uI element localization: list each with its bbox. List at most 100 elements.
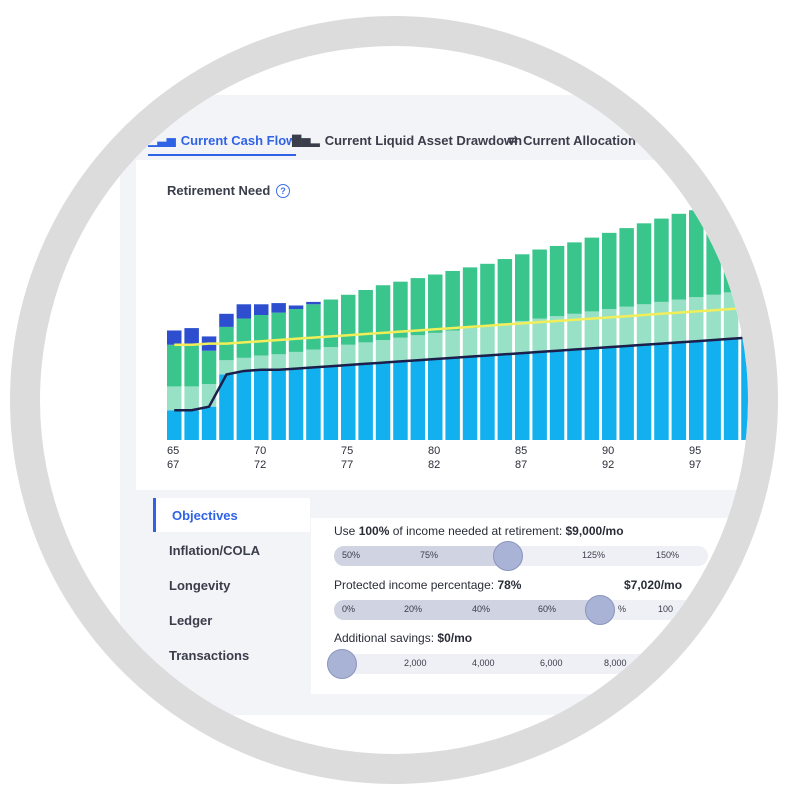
bar-segment: [184, 328, 199, 345]
slider-tick: 40%: [472, 604, 491, 614]
bar-segment: [410, 360, 426, 440]
bar-segment: [567, 313, 582, 350]
tab-current-allocation[interactable]: ⇄ Current Allocation: [508, 126, 636, 154]
cash-flow-chart: 65 67 70 72 75 77 80 82 85 87 90 92 95 97: [167, 197, 748, 471]
bar-segment: [462, 328, 478, 357]
bar-segment: [741, 197, 748, 290]
bar-segment: [549, 316, 565, 351]
nav-longevity[interactable]: Longevity: [153, 568, 310, 602]
bar-segment: [689, 341, 704, 440]
bar-segment: [375, 340, 391, 363]
slider-tick: 100: [658, 604, 674, 614]
x-tick-label: 80: [428, 445, 440, 457]
bar-segment: [375, 362, 391, 440]
bar-segment: [236, 357, 252, 371]
protected-income-slider[interactable]: 0% 20% 40% 60% % 100: [334, 600, 708, 620]
bar-segment: [480, 263, 495, 326]
bar-segment: [288, 309, 304, 352]
bar-segment: [619, 345, 634, 440]
bar-segment: [167, 386, 182, 411]
slider-tick: 8,000: [604, 658, 627, 668]
bar-segment: [288, 305, 304, 310]
slider-tick: 0%: [342, 604, 356, 614]
income-needed-slider-thumb[interactable]: [493, 541, 523, 571]
nav-label: Ledger: [169, 612, 213, 628]
bar-segment: [254, 369, 269, 440]
nav-label: Objectives: [172, 507, 238, 523]
tab-current-liquid-asset-drawdown[interactable]: ▇▅▂ Current Liquid Asset Drawdown: [292, 126, 522, 154]
bar-segment: [428, 274, 443, 333]
bar-segment: [515, 254, 530, 321]
bar-segment: [306, 367, 321, 440]
x-tick-label: 75: [341, 445, 353, 457]
app-screen: ▁▃▅ Current Cash Flow ▇▅▂ Current Liquid…: [40, 46, 748, 754]
bar-segment: [515, 320, 530, 354]
nav-ledger[interactable]: Ledger: [153, 603, 310, 637]
x-tick-label: 97: [689, 459, 701, 471]
additional-savings-slider[interactable]: 2,000 4,000 6,000 8,000: [334, 654, 708, 674]
bar-segment: [393, 281, 408, 338]
slider-tick: 20%: [404, 604, 423, 614]
bar-segment: [410, 335, 426, 361]
tab-label: Current Cash Flow: [180, 132, 297, 148]
slider-tick: 125%: [582, 550, 606, 560]
bar-segment: [654, 301, 669, 344]
bar-segment: [306, 301, 321, 305]
bar-segment: [410, 278, 426, 336]
bar-segment: [428, 359, 443, 440]
help-icon[interactable]: ?: [276, 184, 290, 198]
chart-title: Retirement Need: [167, 183, 271, 198]
slider-tick: %: [618, 604, 627, 614]
bar-segment: [549, 245, 565, 317]
bar-segment: [306, 349, 321, 368]
nav-inflation-cola[interactable]: Inflation/COLA: [153, 533, 310, 567]
bar-segment: [341, 294, 356, 345]
slider-tick: 50%: [342, 550, 361, 560]
drawdown-chart-icon: ▇▅▂: [292, 133, 320, 147]
slider-tick: 4,000: [472, 658, 495, 668]
x-tick-label: 72: [254, 459, 266, 471]
x-tick-label: 70: [254, 445, 266, 457]
bar-segment: [654, 343, 669, 440]
nav-label: Longevity: [169, 577, 231, 593]
bar-segment: [584, 237, 600, 312]
bar-segment: [706, 294, 721, 340]
bar-segment: [480, 325, 495, 356]
bar-segment: [497, 354, 513, 440]
slider-fill: [334, 600, 600, 620]
bar-segment: [271, 303, 286, 313]
tab-current-cash-flow[interactable]: ▁▃▅ Current Cash Flow: [148, 126, 297, 156]
nav-transactions[interactable]: Transactions: [153, 638, 310, 672]
additional-savings-slider-thumb[interactable]: [327, 649, 357, 679]
bar-segment: [393, 361, 408, 440]
bar-segment: [462, 267, 478, 329]
bar-segment: [358, 363, 373, 440]
bar-segment: [375, 285, 391, 340]
bar-segment: [532, 351, 547, 440]
bar-segment: [236, 370, 252, 440]
nav-objectives[interactable]: Objectives: [153, 498, 310, 532]
bar-segment: [271, 312, 286, 355]
bar-segment: [445, 270, 460, 331]
bar-chart-icon: ▁▃▅: [148, 133, 176, 147]
protected-income-label: Protected income percentage: 78%: [334, 578, 522, 592]
bar-segment: [689, 297, 704, 342]
bar-segment: [323, 347, 339, 367]
bar-segment: [236, 304, 252, 319]
bar-segment: [341, 365, 356, 440]
bar-segment: [462, 356, 478, 440]
bar-segment: [671, 342, 687, 440]
series-line: [174, 306, 748, 347]
bar-segment: [358, 342, 373, 364]
x-tick-label: 92: [602, 459, 614, 471]
bar-segment: [358, 290, 373, 343]
bar-segment: [497, 323, 513, 355]
protected-income-amount: $7,020/mo: [624, 578, 683, 592]
bar-segment: [584, 348, 600, 440]
bar-segment: [671, 299, 687, 343]
bar-segment: [602, 232, 617, 310]
bar-segment: [184, 410, 199, 440]
bar-segment: [549, 350, 565, 440]
bar-segment: [219, 374, 234, 440]
protected-income-slider-thumb[interactable]: [585, 595, 615, 625]
